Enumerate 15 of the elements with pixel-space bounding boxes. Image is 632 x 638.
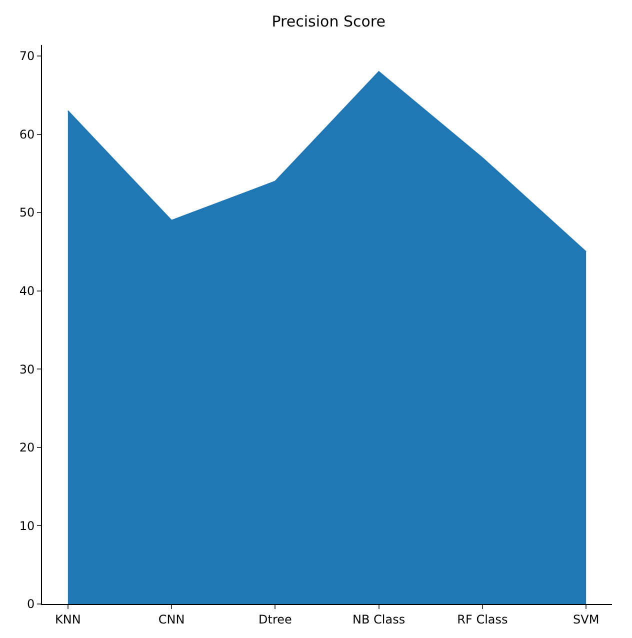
y-tick-label: 50 bbox=[19, 206, 35, 220]
y-tick-label: 20 bbox=[19, 440, 35, 455]
x-tick-label: RF Class bbox=[457, 612, 508, 626]
chart-title: Precision Score bbox=[272, 12, 386, 30]
x-tick-label: Dtree bbox=[258, 612, 292, 626]
x-tick-label: SVM bbox=[572, 612, 600, 626]
y-tick-label: 70 bbox=[19, 49, 35, 64]
y-tick-label: 10 bbox=[19, 518, 35, 533]
y-tick-label: 40 bbox=[19, 284, 35, 298]
y-tick-label: 0 bbox=[26, 597, 35, 612]
x-tick-label: KNN bbox=[54, 612, 81, 626]
x-tick-label: CNN bbox=[158, 612, 185, 626]
y-tick-label: 30 bbox=[19, 362, 35, 376]
x-tick-label: NB Class bbox=[352, 612, 406, 626]
y-tick-label: 60 bbox=[19, 127, 35, 142]
